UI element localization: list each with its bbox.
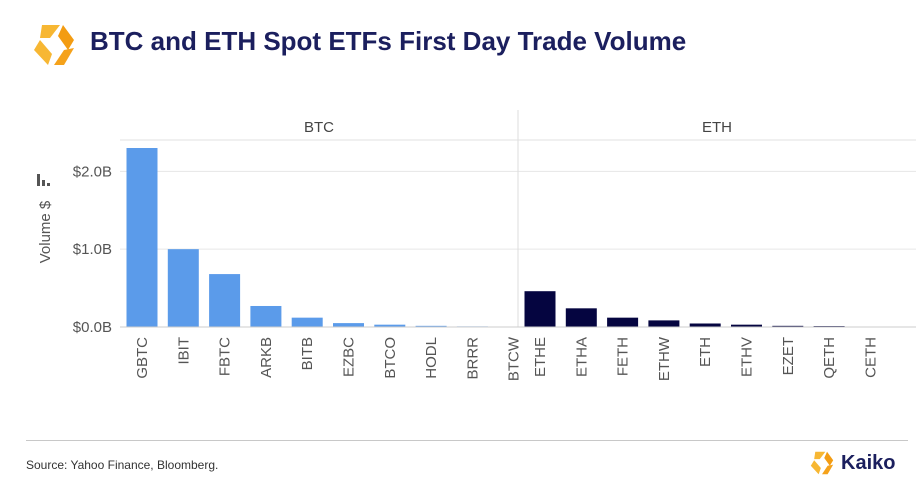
y-tick-label: $1.0B — [73, 241, 112, 258]
bar-ezet — [772, 325, 804, 327]
x-tick-label-brrr: BRRR — [464, 337, 481, 380]
x-tick-label-ibit: IBIT — [175, 337, 192, 365]
bar-eth — [689, 323, 721, 327]
source-note: Source: Yahoo Finance, Bloomberg. — [26, 458, 219, 472]
bar-arkb — [250, 305, 282, 327]
bar-ethe — [524, 291, 556, 327]
y-axis-label: Volume $ — [37, 200, 54, 263]
x-tick-label-qeth: QETH — [821, 337, 838, 379]
chart-area: $0.0B $1.0B $2.0B Volume $ BTC GBTC IBIT FBTC AR… — [37, 110, 916, 381]
kaiko-logo-icon — [30, 20, 78, 75]
brand-name: Kaiko — [841, 451, 896, 474]
x-tick-label-btcw: BTCW — [506, 336, 523, 381]
bar-bitb — [291, 317, 323, 327]
x-tick-label-eth: ETH — [697, 337, 714, 367]
x-tick-label-ezbc: EZBC — [341, 337, 358, 377]
bar-btco — [374, 324, 406, 327]
bar-ezbc — [333, 323, 364, 327]
x-tick-label-etha: ETHA — [573, 337, 590, 377]
x-tick-label-ezet: EZET — [780, 337, 797, 375]
page-title: BTC and ETH Spot ETFs First Day Trade Vo… — [90, 26, 687, 56]
x-tick-label-ethe: ETHE — [532, 337, 549, 377]
x-tick-label-ethv: ETHV — [739, 337, 756, 377]
panel-title-btc: BTC — [304, 119, 334, 136]
kaiko-small-logo-icon — [810, 451, 834, 475]
bar-ethv — [731, 324, 762, 327]
x-tick-label-hodl: HODL — [423, 337, 440, 379]
x-tick-label-btco: BTCO — [382, 337, 399, 379]
footer-divider — [26, 440, 908, 441]
x-tick-label-arkb: ARKB — [258, 337, 275, 378]
x-tick-label-ceth: CETH — [862, 337, 879, 378]
x-tick-label-fbtc: FBTC — [217, 337, 234, 376]
brand-logo: Kaiko — [808, 449, 895, 477]
bar-hodl — [415, 325, 447, 327]
y-tick-label: $0.0B — [73, 319, 112, 336]
x-tick-label-bitb: BITB — [299, 337, 316, 370]
bar-ethw — [648, 320, 680, 327]
bar-fbtc — [209, 274, 241, 327]
x-tick-label-ethw: ETHW — [656, 336, 673, 381]
bar-gbtc — [126, 148, 158, 327]
bar-etha — [565, 308, 597, 327]
y-tick-label: $2.0B — [73, 163, 112, 180]
x-tick-label-gbtc: GBTC — [134, 337, 151, 379]
bar-chart-icon — [37, 174, 50, 186]
bar-feth — [607, 317, 639, 327]
bar-ibit — [167, 249, 199, 327]
panel-title-eth: ETH — [702, 119, 732, 136]
x-tick-label-feth: FETH — [615, 337, 632, 376]
